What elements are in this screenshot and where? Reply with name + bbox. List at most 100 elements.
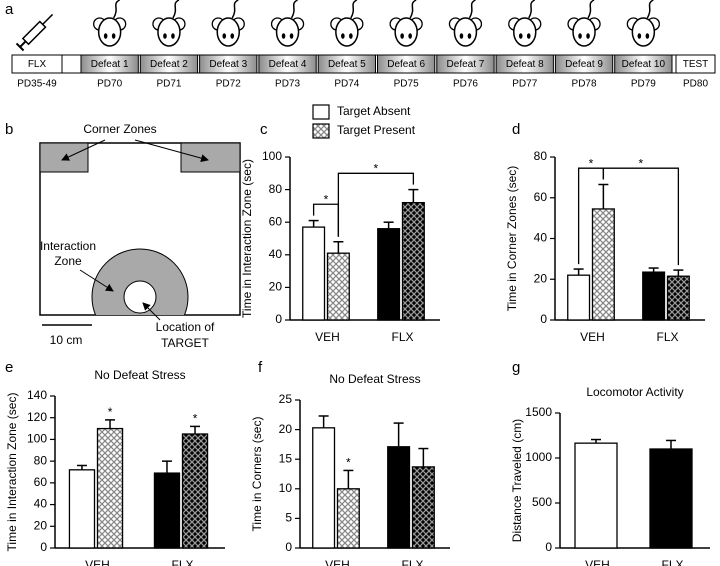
interaction-zone — [91, 248, 189, 315]
mouse-icon — [448, 0, 483, 47]
bar — [96, 427, 124, 549]
mouse-icon — [152, 0, 186, 47]
syringe-barrel — [21, 20, 47, 46]
mouse-eye — [349, 33, 353, 39]
y-tick-label: 80 — [534, 149, 548, 163]
y-tick-label: 40 — [34, 497, 48, 511]
y-tick-label: 60 — [34, 475, 48, 489]
day-label: PD35-49 — [17, 79, 57, 90]
stage-label: Defeat 8 — [506, 59, 544, 70]
y-tick-label: 20 — [269, 280, 283, 294]
bar — [411, 466, 435, 549]
significance-star: * — [324, 192, 329, 206]
mouse-eye — [586, 33, 590, 39]
mouse-icon — [508, 0, 542, 47]
panel-letter: a — [5, 1, 14, 18]
arrow — [134, 139, 209, 163]
significance-star: * — [108, 405, 113, 419]
mouse-eye — [289, 33, 294, 39]
y-tick-label: 0 — [275, 312, 282, 326]
y-tick-label: 140 — [27, 388, 47, 402]
significance-star: * — [639, 156, 644, 170]
arrow — [142, 302, 161, 321]
arena-diagram: b Corner Zones Interaction Zone 10 cm Lo… — [5, 121, 241, 350]
x-tick-label: VEH — [315, 330, 340, 344]
stage-label: Defeat 3 — [209, 59, 247, 70]
y-axis-label: Distance Traveled (cm) — [510, 419, 524, 542]
mouse-eye — [637, 33, 642, 39]
timeline-cell — [436, 54, 495, 74]
x-tick-label: FLX — [656, 330, 678, 344]
y-tick-label: 0 — [545, 540, 552, 554]
arrow — [61, 139, 106, 161]
y-tick-label: 15 — [279, 451, 293, 465]
mouse-tail — [468, 0, 476, 19]
mouse-tail — [587, 0, 595, 19]
scale-label: 10 cm — [50, 333, 83, 347]
chart-title: Locomotor Activity — [586, 385, 683, 399]
y-tick-label: 40 — [534, 231, 548, 245]
day-label: PD74 — [334, 79, 359, 90]
legend-swatch — [312, 104, 330, 120]
bar-chart: e No Defeat Stress Time in Interaction Zon… — [5, 359, 225, 566]
mouse-head — [335, 17, 359, 47]
mouse-eye — [281, 33, 286, 39]
x-tick-label: VEH — [85, 558, 110, 566]
mouse-eye — [400, 33, 404, 39]
bar — [68, 469, 96, 549]
mouse-head — [157, 17, 181, 47]
bar — [401, 201, 425, 321]
mouse-icon — [626, 0, 660, 47]
mouse-eye — [103, 33, 108, 39]
y-tick-label: 60 — [534, 190, 548, 204]
day-label: PD80 — [683, 79, 708, 90]
syringe-plunger — [19, 40, 27, 48]
legend-label: Target Absent — [337, 104, 411, 118]
bar — [649, 448, 693, 549]
comparison-bracket — [337, 172, 415, 237]
timeline-cell — [675, 54, 716, 74]
stage-label: Defeat 10 — [622, 59, 666, 70]
mouse-eye — [467, 33, 472, 39]
mouse-tail — [409, 0, 417, 19]
stage-label: Defeat 9 — [565, 59, 603, 70]
mouse-eye — [518, 33, 523, 39]
y-axis-label: Time in Interaction Zone (sec) — [5, 393, 19, 552]
x-tick-label: VEH — [585, 558, 610, 566]
y-tick-label: 500 — [532, 495, 552, 509]
stage-label: Defeat 2 — [150, 59, 188, 70]
syringe-handle — [15, 42, 25, 52]
bar — [312, 427, 336, 549]
timeline-cell — [317, 54, 377, 74]
significance-star: * — [374, 161, 379, 175]
legend-swatch — [312, 123, 330, 139]
day-label: PD72 — [216, 79, 241, 90]
mouse-eye — [111, 33, 116, 39]
day-label: PD79 — [631, 79, 656, 90]
stage-label: Defeat 6 — [387, 59, 425, 70]
y-tick-label: 80 — [34, 453, 48, 467]
bar — [591, 208, 615, 321]
y-tick-label: 5 — [285, 511, 292, 525]
significance-star: * — [346, 456, 351, 470]
zone-label: Interaction — [40, 239, 96, 253]
mouse-head — [394, 17, 418, 47]
mouse-icon — [211, 0, 245, 47]
panel-letter: g — [512, 359, 520, 376]
bar-chart: c Time in Interaction Zone (sec) 0 20 40 60 80… — [240, 104, 440, 344]
significance-star: * — [193, 412, 198, 426]
stage-label: Defeat 5 — [328, 59, 366, 70]
x-tick-label: VEH — [580, 330, 605, 344]
x-tick-label: FLX — [171, 558, 193, 566]
mouse-head — [275, 17, 300, 47]
bar-chart: g Locomotor Activity Distance Traveled (cm… — [510, 359, 710, 566]
timeline-cell — [554, 54, 614, 74]
mouse-head — [513, 17, 537, 47]
legend-label: Target Present — [337, 123, 416, 137]
mouse-head — [631, 17, 656, 47]
mouse-tail — [646, 0, 654, 19]
timeline-cell — [377, 54, 436, 74]
y-axis-label: Time in Corners (sec) — [250, 417, 264, 532]
timeline: a FLX PD35-49 Defeat 1 PD70 Defeat 2 PD71 Defe… — [5, 0, 716, 90]
mouse-eye — [459, 33, 464, 39]
